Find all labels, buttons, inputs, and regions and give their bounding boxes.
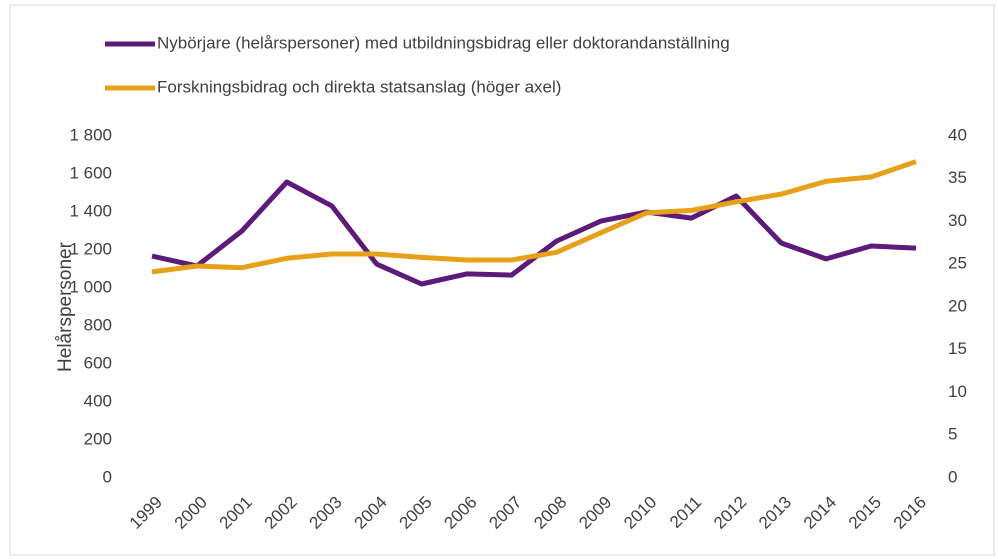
y2-tick-label: 25 bbox=[948, 254, 967, 273]
series-line bbox=[151, 159, 917, 275]
y-axis-title: Helårspersoner bbox=[55, 241, 76, 372]
y2-tick-label: 30 bbox=[948, 211, 967, 230]
legend-label: Forskningsbidrag och direkta statsanslag… bbox=[157, 77, 561, 96]
y2-tick-label: 35 bbox=[948, 168, 967, 187]
y-tick-label: 600 bbox=[84, 353, 112, 372]
y-tick-label: 0 bbox=[103, 467, 112, 486]
y-tick-label: 1 800 bbox=[69, 125, 112, 144]
y-tick-label: 800 bbox=[84, 315, 112, 334]
y-tick-label: 1 600 bbox=[69, 163, 112, 182]
y2-tick-label: 5 bbox=[948, 425, 957, 444]
y2-tick-label: 10 bbox=[948, 382, 967, 401]
y2-tick-label: 15 bbox=[948, 339, 967, 358]
y-tick-label: 400 bbox=[84, 391, 112, 410]
y-tick-label: 1 400 bbox=[69, 201, 112, 220]
legend-label: Nybörjare (helårspersoner) med utbildnin… bbox=[157, 33, 730, 52]
y2-tick-label: 0 bbox=[948, 467, 957, 486]
y-tick-label: 200 bbox=[84, 429, 112, 448]
y2-tick-label: 20 bbox=[948, 296, 967, 315]
chart-frame bbox=[9, 4, 995, 556]
y2-tick-label: 40 bbox=[948, 125, 967, 144]
y-tick-label: 1 200 bbox=[69, 239, 112, 258]
y-tick-label: 1 000 bbox=[69, 277, 112, 296]
